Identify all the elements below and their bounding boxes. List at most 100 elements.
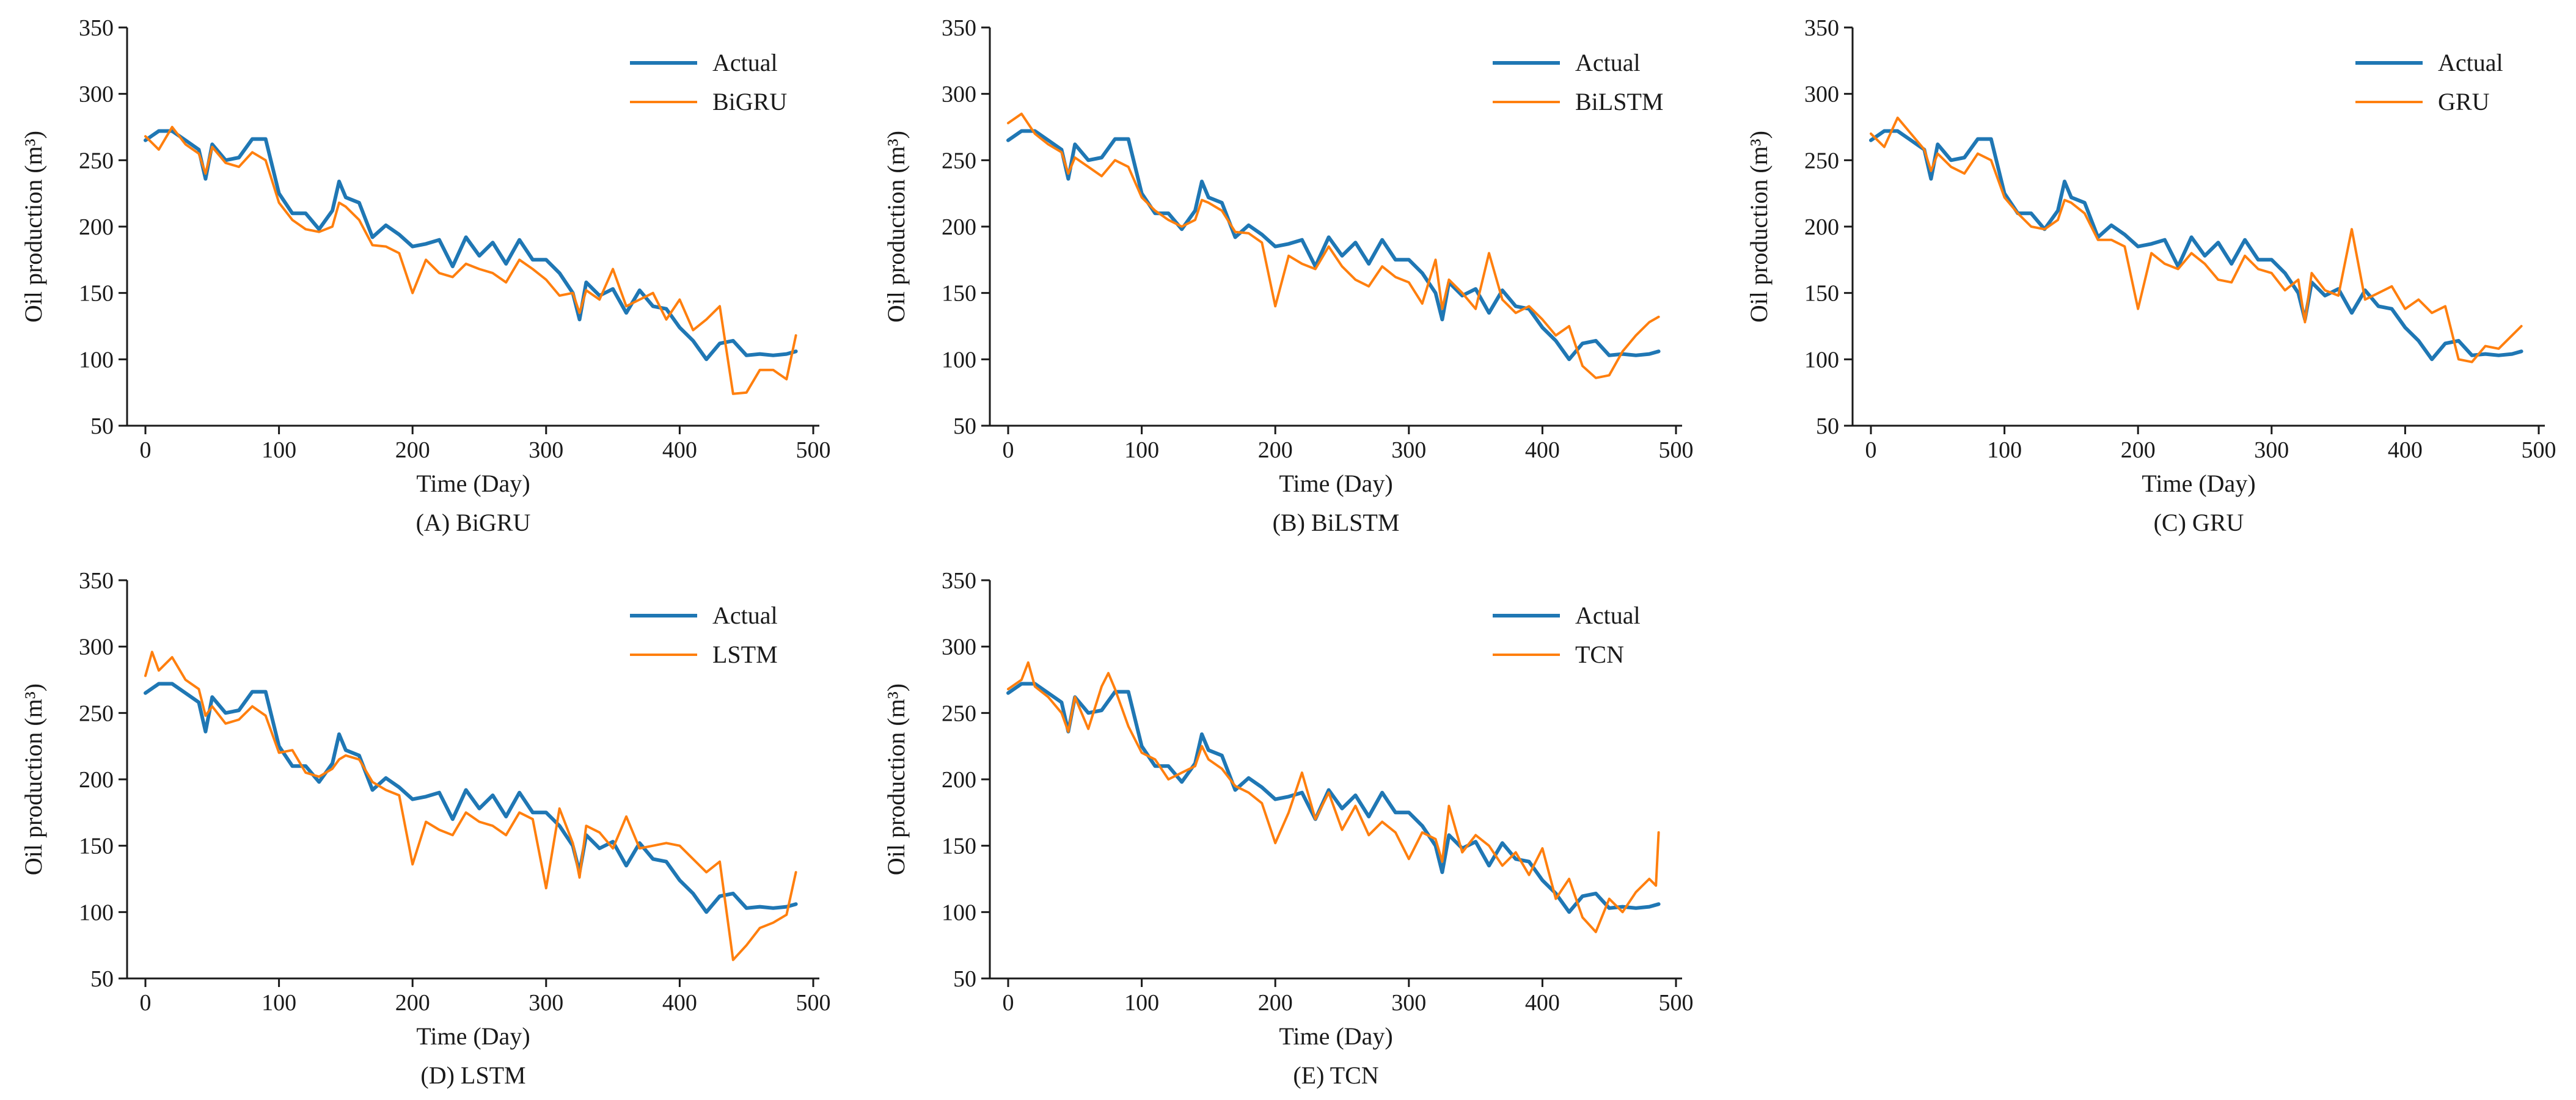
chart-panel-3: 50 100 150 200 250 300 350 0 100 200 300 400 500 Time… [1745,15,2556,536]
x-tick-label: 200 [1258,437,1293,463]
legend-label: Actual [2438,49,2503,76]
legend-label: LSTM [712,641,778,668]
x-tick-label: 300 [1391,437,1426,463]
y-tick-label: 250 [1804,148,1839,173]
legend-label: GRU [2438,88,2490,115]
x-tick-label: 500 [1659,437,1694,463]
axis-lines [1851,27,2545,427]
series-line-lstm [144,650,797,961]
x-tick-label: 500 [2522,437,2556,463]
y-tick-label: 300 [942,635,976,660]
x-tick-label: 100 [262,990,296,1016]
x-tick-label: 0 [140,437,152,463]
y-tick-label: 200 [1804,214,1839,240]
y-axis-label: Oil production (m³) [1745,131,1773,322]
y-tick-label: 200 [79,214,114,240]
y-tick-label: 200 [942,214,976,240]
y-tick-label: 100 [79,900,114,925]
legend: Actual GRU [2355,49,2503,115]
x-tick-label: 0 [1003,990,1014,1016]
y-axis-label: Oil production (m³) [882,131,910,322]
x-tick-label: 300 [529,990,563,1016]
x-tick-label: 100 [262,437,296,463]
legend-label: Actual [712,49,778,76]
y-tick-label: 50 [90,966,114,992]
x-tick-label: 0 [1003,437,1014,463]
legend: Actual LSTM [630,602,778,668]
y-tick-label: 50 [953,966,976,992]
series-line-tcn [1007,661,1660,933]
y-tick-label: 100 [942,900,976,925]
x-tick-label: 400 [2388,437,2423,463]
chart-panel-4: 50 100 150 200 250 300 350 0 100 200 300 400 500 Time… [20,568,831,1089]
x-axis-label: Time (Day) [416,470,530,497]
chart-panel-5: 50 100 150 200 250 300 350 0 100 200 300 400 500 Time… [882,568,1694,1089]
axis-lines [126,580,819,980]
legend-label: Actual [1575,49,1641,76]
y-tick-label: 250 [942,701,976,726]
axis-lines [989,580,1682,980]
y-tick-label: 350 [79,568,114,594]
legend: Actual BiLSTM [1493,49,1663,115]
axis-lines [989,27,1682,427]
x-axis-label: Time (Day) [416,1022,530,1050]
series-line-actual [1869,129,2523,362]
x-tick-label: 100 [1124,437,1159,463]
series-line-actual [144,129,798,362]
x-tick-label: 300 [2254,437,2289,463]
x-tick-label: 0 [1865,437,1877,463]
series-line-actual [144,682,798,914]
y-tick-label: 150 [79,834,114,859]
x-tick-label: 0 [140,990,152,1016]
y-tick-label: 50 [90,413,114,439]
x-tick-label: 200 [395,990,430,1016]
x-tick-label: 400 [662,990,697,1016]
y-tick-label: 250 [79,148,114,173]
panel-caption: (E) TCN [1293,1062,1378,1089]
x-tick-label: 100 [1987,437,2022,463]
panel-caption: (A) BiGRU [416,509,531,536]
y-axis-label: Oil production (m³) [20,683,47,875]
x-tick-label: 500 [796,990,831,1016]
x-tick-label: 300 [529,437,563,463]
x-tick-label: 100 [1124,990,1159,1016]
x-axis-label: Time (Day) [1279,1022,1392,1050]
x-tick-label: 200 [2121,437,2156,463]
panel-caption: (C) GRU [2154,509,2244,536]
y-tick-label: 350 [942,15,976,41]
y-tick-label: 300 [1804,82,1839,107]
y-tick-label: 50 [1816,413,1839,439]
legend-label: BiGRU [712,88,787,115]
y-tick-label: 100 [79,347,114,373]
y-tick-label: 100 [1804,347,1839,373]
x-tick-label: 400 [1525,437,1560,463]
series-line-actual [1006,129,1661,362]
y-tick-label: 50 [953,413,976,439]
y-tick-label: 200 [942,767,976,793]
series-line-gru [1870,116,2523,363]
y-tick-label: 150 [942,834,976,859]
panel-caption: (B) BiLSTM [1273,509,1400,536]
y-axis-label: Oil production (m³) [20,131,47,322]
y-axis-label: Oil production (m³) [882,683,910,875]
y-tick-label: 150 [942,281,976,307]
x-axis-label: Time (Day) [2142,470,2255,497]
legend-label: TCN [1575,641,1624,668]
y-tick-label: 350 [1804,15,1839,41]
y-tick-label: 300 [79,635,114,660]
panel-caption: (D) LSTM [420,1062,525,1089]
y-tick-label: 350 [79,15,114,41]
y-tick-label: 300 [942,82,976,107]
y-tick-label: 250 [942,148,976,173]
x-tick-label: 300 [1391,990,1426,1016]
x-tick-label: 500 [1659,990,1694,1016]
x-tick-label: 400 [1525,990,1560,1016]
y-tick-label: 150 [79,281,114,307]
x-tick-label: 200 [1258,990,1293,1016]
x-tick-label: 200 [395,437,430,463]
legend-label: Actual [712,602,778,629]
legend-label: Actual [1575,602,1641,629]
legend: Actual BiGRU [630,49,787,115]
legend-label: BiLSTM [1575,88,1663,115]
